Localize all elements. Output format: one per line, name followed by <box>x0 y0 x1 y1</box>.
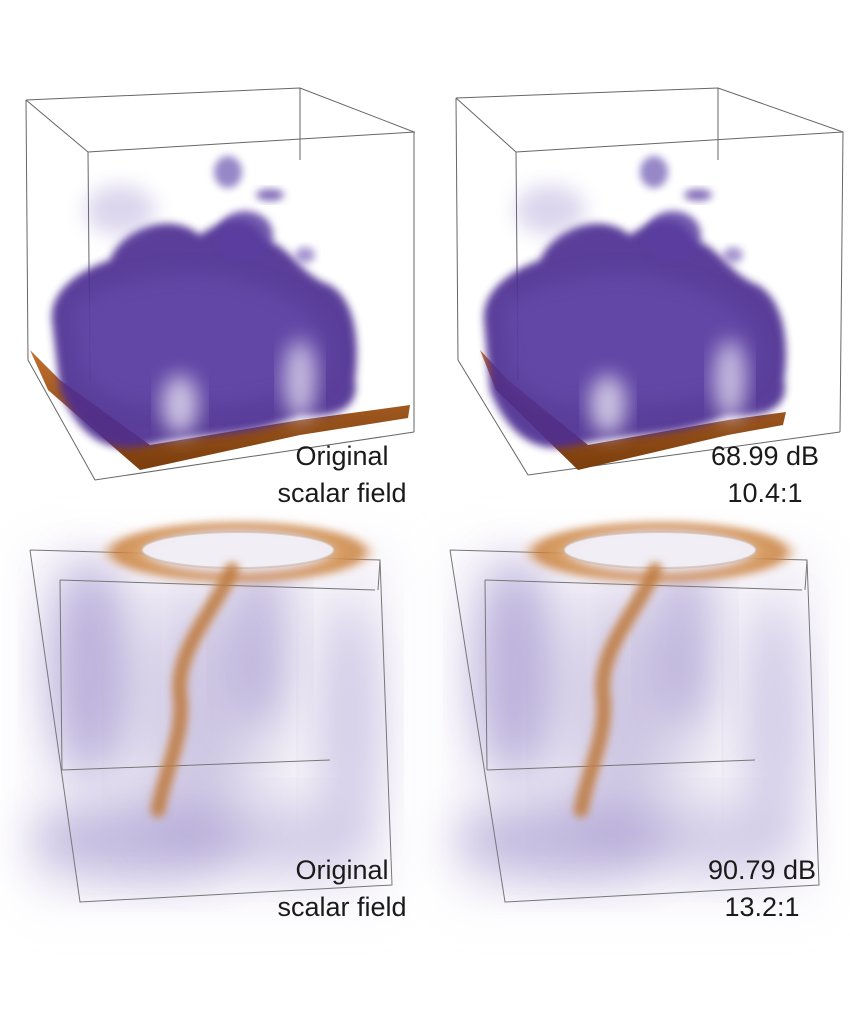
panel-top-left: Original scalar field <box>0 60 425 520</box>
bounding-box <box>25 87 416 481</box>
caption-line-2: 13.2:1 <box>724 892 800 922</box>
vortex-core <box>150 562 240 818</box>
caption-line-2: 10.4:1 <box>727 478 803 508</box>
volume-render-vortex-original <box>25 520 395 905</box>
caption-line-2: scalar field <box>277 892 407 922</box>
haze <box>450 545 820 905</box>
caption: 68.99 dB 10.4:1 <box>690 438 840 512</box>
panel-bottom-right: 90.79 dB 13.2:1 <box>425 520 850 980</box>
volume-render-vortex-compressed <box>449 520 820 905</box>
volume-render-smoke-compressed <box>455 87 844 476</box>
purple-cloud <box>51 156 357 448</box>
volume-render-smoke-original <box>25 87 416 481</box>
panel-top-right: 68.99 dB 10.4:1 <box>428 60 850 520</box>
haze <box>25 545 395 905</box>
panel-bottom-left: Original scalar field <box>0 520 425 980</box>
caption-line-1: 68.99 dB <box>710 441 820 471</box>
caption-line-1: 90.79 dB <box>707 855 817 885</box>
caption: 90.79 dB 13.2:1 <box>687 852 837 926</box>
vortex-top-ring <box>520 520 800 584</box>
caption-line-1: Original <box>295 855 389 885</box>
vortex-core <box>573 562 663 818</box>
caption: Original scalar field <box>262 438 422 512</box>
vortex-top-ring <box>98 520 378 584</box>
purple-cloud <box>483 156 787 448</box>
caption-line-1: Original <box>295 441 389 471</box>
caption-line-2: scalar field <box>277 478 407 508</box>
caption: Original scalar field <box>262 852 422 926</box>
